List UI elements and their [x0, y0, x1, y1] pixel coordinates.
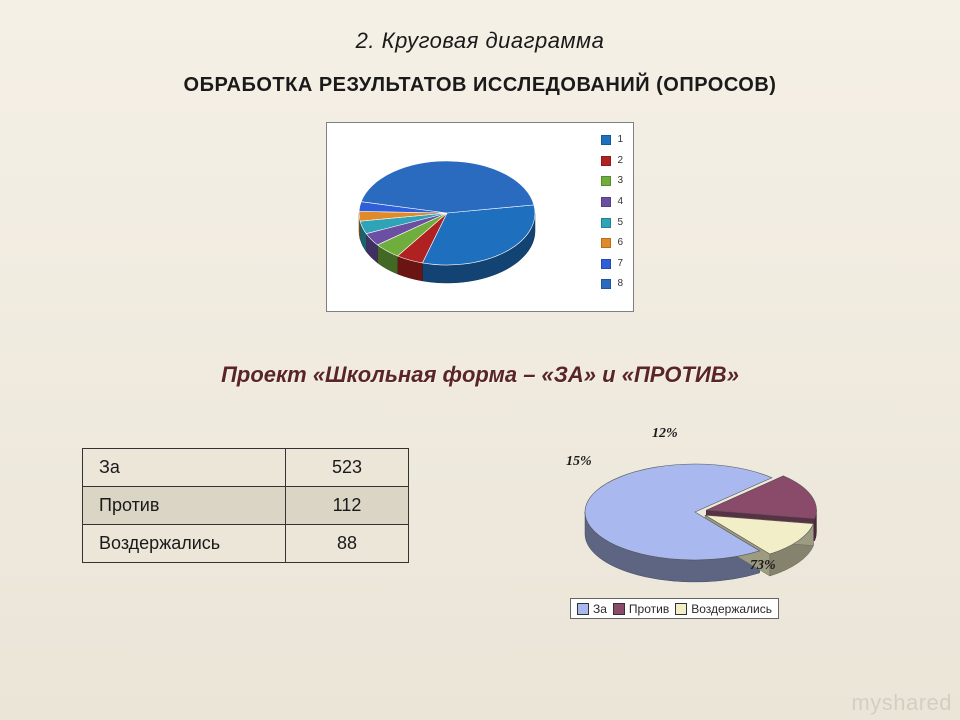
- legend-swatch: [601, 238, 611, 248]
- vote-results-table: За 523 Против 112 Воздержались 88: [82, 448, 409, 563]
- legend-item: 1: [601, 135, 623, 146]
- pie-chart-legend: 1 2 3 4 5 6 7 8: [601, 135, 623, 300]
- legend-label: За: [593, 602, 607, 616]
- table-row: За 523: [83, 449, 409, 487]
- legend-label: 5: [617, 217, 623, 228]
- survey-pie-chart: 1 2 3 4 5 6 7 8: [326, 122, 634, 312]
- section-number-title: 2. Круговая диаграмма: [0, 28, 960, 54]
- legend-swatch: [613, 603, 625, 615]
- legend-swatch: [601, 218, 611, 228]
- legend-label: 4: [617, 196, 623, 207]
- legend-label: Воздержались: [691, 602, 772, 616]
- legend-label: 6: [617, 237, 623, 248]
- page-title: ОБРАБОТКА РЕЗУЛЬТАТОВ ИССЛЕДОВАНИЙ (ОПРО…: [0, 74, 960, 97]
- legend-swatch: [577, 603, 589, 615]
- table-cell-label: За: [83, 449, 286, 487]
- table-cell-label: Против: [83, 487, 286, 525]
- watermark: myshared: [851, 690, 952, 716]
- legend-label: 8: [617, 278, 623, 289]
- pct-label-za: 73%: [750, 558, 776, 574]
- legend-swatch: [601, 279, 611, 289]
- legend-label: 7: [617, 258, 623, 269]
- legend-swatch: [601, 176, 611, 186]
- legend-item: 7: [601, 259, 623, 270]
- legend-label: 3: [617, 175, 623, 186]
- legend-item: 4: [601, 197, 623, 208]
- pie-chart-svg: [327, 123, 633, 311]
- table-cell-value: 88: [286, 525, 409, 563]
- vote-pie-legend: За Против Воздержались: [570, 598, 779, 619]
- legend-label: Против: [629, 602, 669, 616]
- table-cell-value: 112: [286, 487, 409, 525]
- legend-item: 3: [601, 176, 623, 187]
- vote-pie-chart: 73% 15% 12% За Против Воздержались: [510, 420, 870, 640]
- legend-item: 8: [601, 279, 623, 290]
- table-cell-value: 523: [286, 449, 409, 487]
- pct-label-vozd: 12%: [652, 426, 678, 442]
- legend-swatch: [601, 135, 611, 145]
- legend-item: 6: [601, 238, 623, 249]
- table-row: Воздержались 88: [83, 525, 409, 563]
- legend-item: 5: [601, 218, 623, 229]
- vote-pie-svg: [510, 420, 870, 590]
- legend-swatch: [675, 603, 687, 615]
- legend-swatch: [601, 197, 611, 207]
- legend-swatch: [601, 156, 611, 166]
- legend-item: 2: [601, 156, 623, 167]
- legend-swatch: [601, 259, 611, 269]
- legend-label: 2: [617, 155, 623, 166]
- legend-label: 1: [617, 134, 623, 145]
- project-subtitle: Проект «Школьная форма – «ЗА» и «ПРОТИВ»: [0, 362, 960, 388]
- pct-label-protiv: 15%: [566, 454, 592, 470]
- table-row: Против 112: [83, 487, 409, 525]
- table-cell-label: Воздержались: [83, 525, 286, 563]
